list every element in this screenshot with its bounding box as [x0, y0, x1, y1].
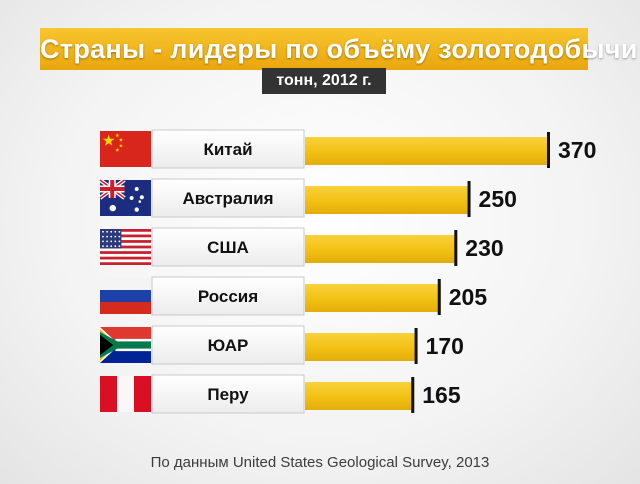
bar-end-marker [547, 132, 550, 168]
value-label: 205 [449, 284, 488, 310]
category-label-box [151, 129, 305, 169]
australia-flag-icon [98, 178, 151, 216]
bar-row: Перу 165 [100, 374, 461, 414]
value-label: 370 [558, 137, 596, 163]
category-label-box [151, 276, 305, 316]
chart-subtitle: тонн, 2012 г. [262, 68, 386, 94]
russia-flag-icon [100, 278, 151, 314]
south-africa-flag-icon [100, 327, 151, 363]
usa-flag-icon [100, 229, 151, 265]
bar-row: ЮАР 170 [100, 325, 464, 365]
bar [305, 235, 458, 263]
value-label: 250 [479, 186, 517, 212]
category-label: Россия [198, 287, 258, 306]
bar-row: Россия 205 [100, 276, 488, 316]
bar-row: США 230 [100, 227, 504, 267]
bar-end-marker [437, 279, 441, 315]
bar [305, 137, 550, 165]
value-label: 230 [465, 235, 503, 261]
category-label-box [151, 178, 305, 218]
category-label: Австралия [182, 189, 273, 208]
peru-flag-icon [100, 376, 151, 412]
category-label: Перу [207, 385, 249, 404]
category-label-box [151, 374, 305, 414]
china-flag-icon [100, 131, 151, 167]
chart-title: Страны - лидеры по объёму золотодобычи [40, 28, 637, 70]
source-note: По данным United States Geological Surve… [150, 454, 490, 471]
bar-end-marker [411, 377, 415, 413]
bar-end-marker [414, 328, 418, 364]
bar [305, 186, 471, 214]
bar [305, 382, 415, 410]
category-label: США [207, 238, 249, 257]
value-label: 170 [426, 333, 464, 359]
bar [305, 284, 441, 312]
bar-row: Китай 370 [100, 129, 596, 169]
category-label-box [151, 227, 305, 267]
category-label-box [151, 325, 305, 365]
bar [305, 333, 418, 361]
bar-row: Австралия 250 [98, 178, 517, 218]
category-label: Китай [203, 140, 252, 159]
value-label: 165 [422, 382, 461, 408]
bar-end-marker [454, 230, 458, 266]
category-label: ЮАР [208, 336, 249, 355]
bar-end-marker [467, 181, 471, 217]
